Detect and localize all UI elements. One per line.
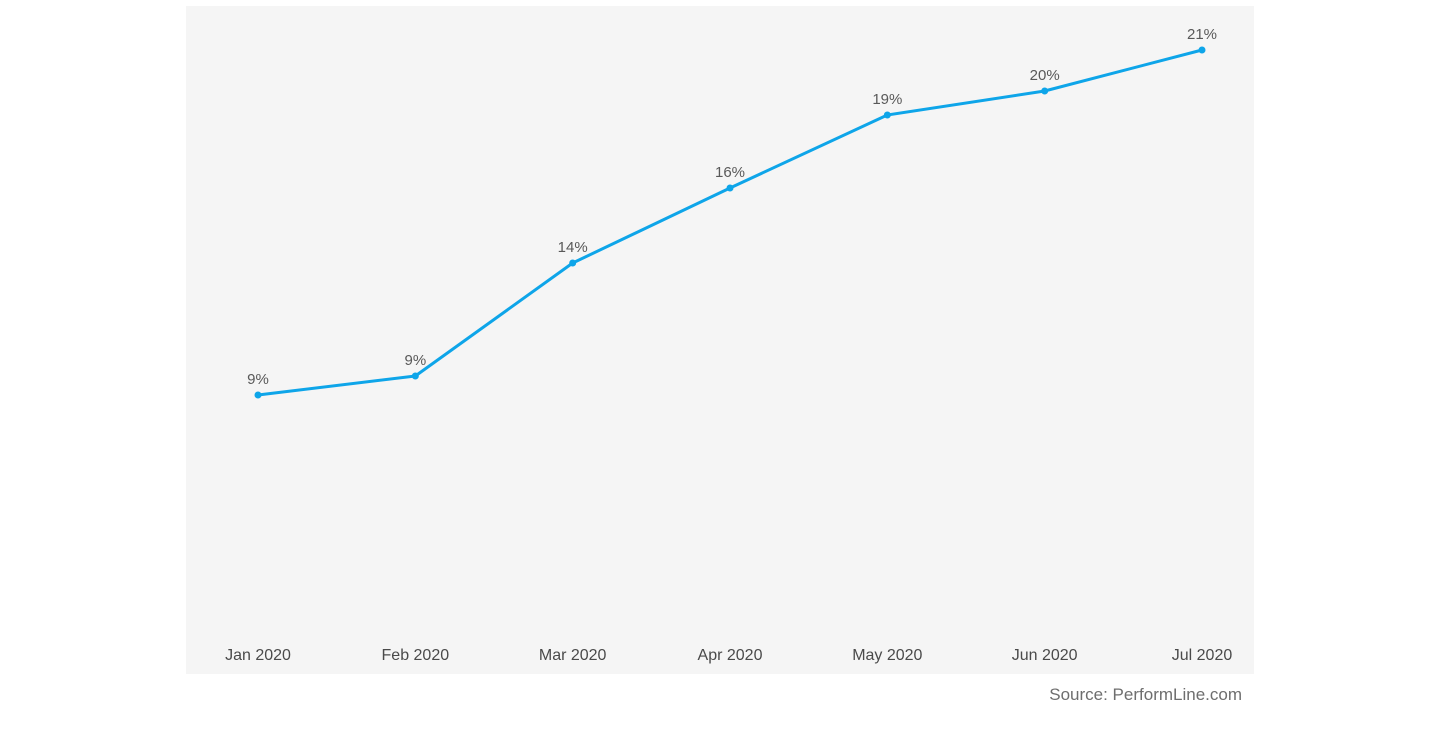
data-label: 9% — [247, 371, 269, 388]
series-points — [254, 46, 1206, 399]
data-label: 16% — [715, 164, 745, 181]
series-line-layer — [256, 48, 1204, 397]
data-label: 19% — [872, 91, 902, 108]
data-point — [411, 372, 419, 380]
x-tick-label: Feb 2020 — [382, 647, 450, 664]
x-tick-label: Mar 2020 — [539, 647, 607, 664]
chart-panel — [186, 6, 1254, 674]
data-point — [254, 391, 262, 399]
x-tick-label: Jan 2020 — [225, 647, 291, 664]
data-label: 20% — [1030, 67, 1060, 84]
x-tick-label: May 2020 — [852, 647, 922, 664]
x-tick-label: Jun 2020 — [1012, 647, 1078, 664]
data-labels: 9% 9% 14% 16% 19% 20% 21% — [247, 26, 1217, 388]
data-point — [883, 111, 891, 119]
x-axis-ticks: Jan 2020 Feb 2020 Mar 2020 Apr 2020 May 2020… — [225, 647, 1232, 664]
data-label: 9% — [404, 352, 426, 369]
data-point — [569, 259, 577, 267]
data-label: 21% — [1187, 26, 1217, 43]
data-label: 14% — [558, 239, 588, 256]
data-point — [726, 184, 734, 192]
x-tick-label: Jul 2020 — [1172, 647, 1233, 664]
data-point — [1041, 87, 1049, 95]
data-point — [1198, 46, 1206, 54]
series-line — [256, 48, 1204, 397]
source-note: Source: PerformLine.com — [1049, 685, 1242, 704]
x-tick-label: Apr 2020 — [698, 647, 763, 664]
